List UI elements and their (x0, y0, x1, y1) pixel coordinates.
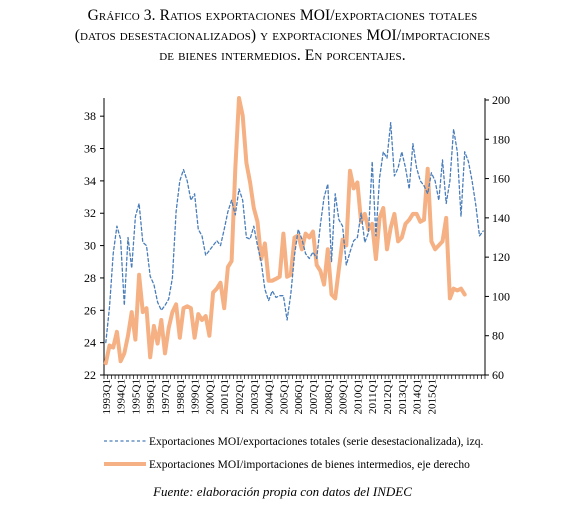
series-line-moi-share-total (105, 121, 484, 344)
x-tick-label: 2015Q1 (426, 379, 438, 414)
right-y-tick-label: 100 (492, 289, 510, 303)
right-y-tick-label: 80 (492, 329, 504, 343)
chart-title-line-2: (datos desestacionalizados) y exportacio… (74, 27, 491, 44)
x-tick-label: 2003Q1 (249, 379, 261, 414)
x-tick-label: 2009Q1 (338, 379, 350, 414)
source-note: Fuente: elaboración propia con datos del… (153, 484, 412, 499)
x-tick-label: 1993Q1 (101, 379, 113, 414)
right-y-tick-label: 180 (492, 132, 510, 146)
left-y-tick-label: 32 (84, 206, 96, 220)
x-tick-label: 1995Q1 (130, 379, 142, 414)
x-tick-label: 1996Q1 (145, 379, 157, 414)
right-y-tick-label: 160 (492, 172, 510, 186)
right-y-tick-label: 140 (492, 211, 510, 225)
right-y-tick-label: 120 (492, 250, 510, 264)
x-tick-label: 2007Q1 (308, 379, 320, 414)
x-tick-label: 1994Q1 (116, 379, 128, 414)
legend-label: Exportaciones MOI/importaciones de biene… (149, 459, 470, 471)
x-tick-label: 2010Q1 (352, 379, 364, 414)
left-y-tick-label: 36 (84, 142, 96, 156)
left-y-tick-label: 26 (84, 303, 96, 317)
x-tick-label: 2004Q1 (264, 379, 276, 414)
x-tick-label: 1997Q1 (160, 379, 172, 414)
x-tick-label: 2000Q1 (204, 379, 216, 414)
chart-title-line-1: Gráfico 3. Ratios exportaciones MOI/expo… (87, 7, 478, 24)
right-y-tick-label: 60 (492, 368, 504, 382)
right-y-tick-label: 200 (492, 93, 510, 107)
x-tick-label: 2013Q1 (397, 379, 409, 414)
x-tick-label: 2002Q1 (234, 379, 246, 414)
legend-label: Exportaciones MOI/exportaciones totales … (149, 436, 483, 448)
x-tick-label: 1998Q1 (175, 379, 187, 414)
dual-axis-line-chart: 22 24 26 28 30 32 34 36 38 60 80 100 120 140 160 180 200… (84, 93, 510, 471)
left-y-tick-label: 30 (84, 239, 96, 253)
x-tick-label: 2011Q1 (367, 379, 379, 414)
x-tick-label: 2012Q1 (382, 379, 394, 414)
x-tick-label: 2008Q1 (323, 379, 335, 414)
x-tick-label: 2001Q1 (219, 379, 231, 414)
x-tick-label: 2014Q1 (412, 379, 424, 414)
x-tick-label: 1999Q1 (190, 379, 202, 414)
left-y-tick-label: 22 (84, 368, 96, 382)
series-line-moi-over-intermediate-imports (103, 96, 467, 366)
chart-title: Gráfico 3. Ratios exportaciones MOI/expo… (0, 6, 565, 66)
left-y-tick-label: 24 (84, 336, 96, 350)
x-tick-label: 2006Q1 (293, 379, 305, 414)
x-tick-label: 2005Q1 (278, 379, 290, 414)
chart-title-line-3: de bienes intermedios. En porcentajes. (159, 47, 406, 64)
left-y-tick-label: 28 (84, 271, 96, 285)
left-y-tick-label: 34 (84, 174, 96, 188)
left-y-tick-label: 38 (84, 109, 96, 123)
